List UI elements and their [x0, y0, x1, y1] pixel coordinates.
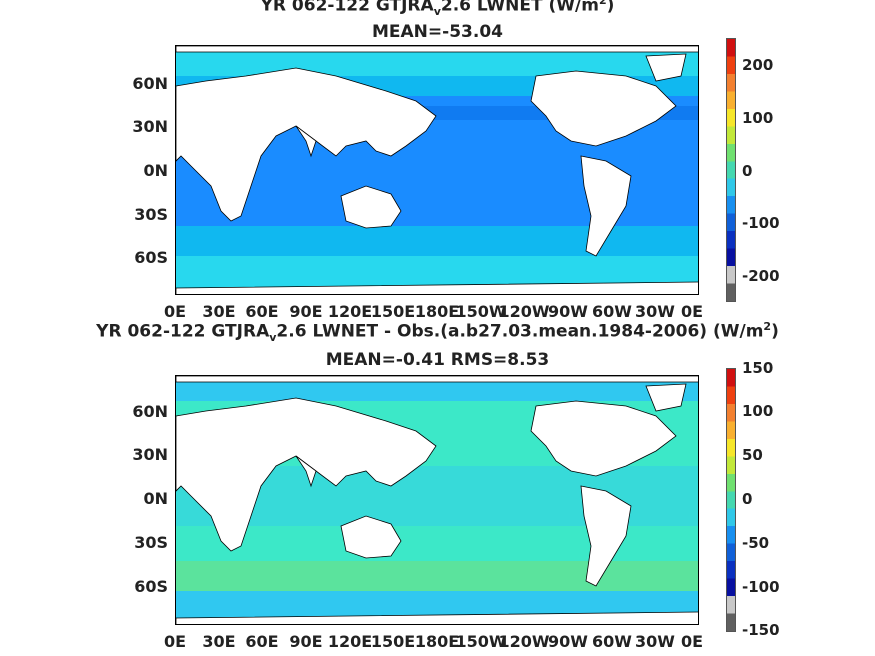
top-lat-30n: 30N	[132, 117, 168, 136]
bottom-mean-label: MEAN=-0.41 RMS=8.53	[325, 350, 550, 370]
bottom-lon-60e: 60E	[245, 632, 279, 651]
top-cb-200: 200	[742, 56, 774, 74]
bottom-lat-60n: 60N	[132, 402, 168, 421]
south-band	[176, 226, 698, 256]
bottom-lat-30s: 30S	[134, 533, 168, 552]
top-lon-60w: 60W	[592, 302, 632, 321]
bottom-colorbar	[726, 368, 736, 632]
top-lat-0n: 0N	[143, 161, 168, 180]
top-lat-60s: 60S	[134, 248, 168, 267]
bottom-lon-120e: 120E	[327, 632, 373, 651]
bottom-title: YR 062-122 GTJRAv2.6 LWNET - Obs.(a.b27.…	[96, 320, 779, 345]
bottom-lon-180e: 180E	[414, 632, 460, 651]
bottom-lon-60w: 60W	[592, 632, 632, 651]
bottom-lat-60s: 60S	[134, 577, 168, 596]
top-lon-120e: 120E	[327, 302, 373, 321]
bottom-lon-30w: 30W	[635, 632, 675, 651]
bottom-cb-150: 150	[742, 359, 774, 377]
top-lon-180e: 180E	[414, 302, 460, 321]
bottom-cb-100: 100	[742, 402, 774, 420]
top-lon-120w: 120W	[498, 302, 550, 321]
bottom-lon-150w: 150W	[455, 632, 507, 651]
top-cb-100: 100	[742, 109, 774, 127]
bottom-cb-50: 50	[742, 446, 763, 464]
continents	[176, 46, 698, 294]
top-title: YR 062-122 GTJRAv2.6 LWNET (W/m2)	[260, 0, 615, 19]
bottom-lat-0n: 0N	[143, 489, 168, 508]
top-lon-0e: 0E	[163, 302, 187, 321]
bottom-lon-120w: 120W	[498, 632, 550, 651]
continents	[176, 376, 698, 624]
top-lon-30w: 30W	[635, 302, 675, 321]
bottom-lon-90w: 90W	[548, 632, 588, 651]
bottom-map-svg	[176, 376, 698, 624]
top-cb-m200: -200	[742, 267, 780, 285]
top-lon-60e: 60E	[245, 302, 279, 321]
top-cb-m100: -100	[742, 214, 780, 232]
bottom-lat-30n: 30N	[132, 445, 168, 464]
bottom-lon-30e: 30E	[202, 632, 236, 651]
bottom-lon-150e: 150E	[370, 632, 416, 651]
bottom-lon-0e-end: 0E	[680, 632, 704, 651]
bottom-lon-0e: 0E	[163, 632, 187, 651]
top-map-svg	[176, 46, 698, 294]
southern-band	[176, 561, 698, 591]
bottom-cb-0: 0	[742, 490, 753, 508]
bottom-lon-90e: 90E	[289, 632, 323, 651]
top-mean-label: MEAN=-53.04	[372, 22, 503, 42]
top-lat-60n: 60N	[132, 74, 168, 93]
top-lon-0e-end: 0E	[680, 302, 704, 321]
bottom-cb-m100: -100	[742, 578, 780, 596]
bottom-cb-m50: -50	[742, 534, 770, 552]
top-lon-150w: 150W	[455, 302, 507, 321]
top-lon-90e: 90E	[289, 302, 323, 321]
top-map	[175, 45, 699, 295]
bottom-map	[175, 375, 699, 625]
top-lon-90w: 90W	[548, 302, 588, 321]
top-lon-150e: 150E	[370, 302, 416, 321]
top-lon-30e: 30E	[202, 302, 236, 321]
top-lat-30s: 30S	[134, 205, 168, 224]
bottom-cb-m150: -150	[742, 621, 780, 639]
top-cb-0: 0	[742, 162, 753, 180]
top-colorbar	[726, 38, 736, 302]
